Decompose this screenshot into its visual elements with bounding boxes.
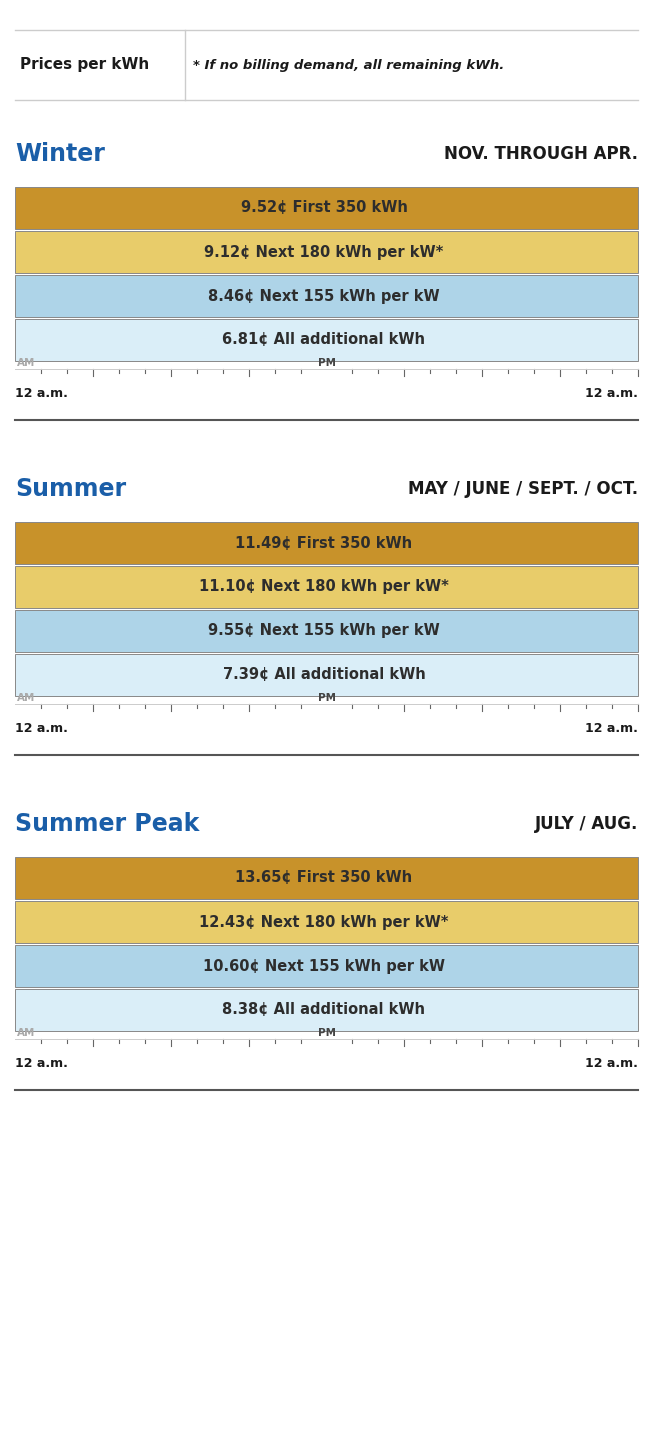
- Text: MAY / JUNE / SEPT. / OCT.: MAY / JUNE / SEPT. / OCT.: [408, 480, 638, 497]
- Text: 12 a.m.: 12 a.m.: [585, 722, 638, 735]
- Text: AM: AM: [17, 693, 36, 703]
- Text: 11.10¢ Next 180 kWh per kW*: 11.10¢ Next 180 kWh per kW*: [199, 580, 449, 594]
- Bar: [15, 610, 638, 652]
- Text: 12 a.m.: 12 a.m.: [15, 387, 68, 400]
- Text: 6.81¢ All additional kWh: 6.81¢ All additional kWh: [222, 333, 426, 347]
- Text: Summer Peak: Summer Peak: [15, 812, 200, 836]
- Text: Summer: Summer: [15, 477, 126, 502]
- Text: PM: PM: [318, 693, 336, 703]
- Bar: [15, 857, 638, 899]
- Text: 7.39¢ All additional kWh: 7.39¢ All additional kWh: [223, 667, 425, 683]
- Bar: [15, 319, 638, 362]
- Bar: [15, 522, 638, 564]
- Text: 10.60¢ Next 155 kWh per kW: 10.60¢ Next 155 kWh per kW: [203, 959, 445, 973]
- Bar: [15, 902, 638, 943]
- Text: 9.55¢ Next 155 kWh per kW: 9.55¢ Next 155 kWh per kW: [208, 623, 440, 639]
- Text: 12.43¢ Next 180 kWh per kW*: 12.43¢ Next 180 kWh per kW*: [199, 915, 449, 929]
- Text: PM: PM: [318, 359, 336, 369]
- Text: NOV. THROUGH APR.: NOV. THROUGH APR.: [444, 144, 638, 163]
- Text: 12 a.m.: 12 a.m.: [585, 387, 638, 400]
- Text: 12 a.m.: 12 a.m.: [15, 722, 68, 735]
- Text: PM: PM: [318, 1027, 336, 1037]
- Text: 12 a.m.: 12 a.m.: [15, 1057, 68, 1070]
- Bar: [15, 231, 638, 273]
- Text: 8.46¢ Next 155 kWh per kW: 8.46¢ Next 155 kWh per kW: [208, 289, 440, 303]
- Text: AM: AM: [17, 1027, 36, 1037]
- Bar: [15, 566, 638, 607]
- Text: 9.52¢ First 350 kWh: 9.52¢ First 350 kWh: [240, 200, 408, 216]
- Text: 13.65¢ First 350 kWh: 13.65¢ First 350 kWh: [235, 870, 413, 886]
- Text: AM: AM: [17, 359, 36, 369]
- Bar: [15, 989, 638, 1030]
- Text: 11.49¢ First 350 kWh: 11.49¢ First 350 kWh: [235, 536, 413, 550]
- Text: Prices per kWh: Prices per kWh: [20, 57, 149, 73]
- Bar: [15, 654, 638, 696]
- Text: 12 a.m.: 12 a.m.: [585, 1057, 638, 1070]
- Text: * If no billing demand, all remaining kWh.: * If no billing demand, all remaining kW…: [193, 59, 504, 71]
- Text: JULY / AUG.: JULY / AUG.: [535, 815, 638, 833]
- Bar: [15, 187, 638, 229]
- Text: 8.38¢ All additional kWh: 8.38¢ All additional kWh: [222, 1003, 426, 1017]
- Text: 9.12¢ Next 180 kWh per kW*: 9.12¢ Next 180 kWh per kW*: [204, 244, 444, 260]
- Bar: [15, 945, 638, 987]
- Text: Winter: Winter: [15, 141, 105, 166]
- Bar: [15, 274, 638, 317]
